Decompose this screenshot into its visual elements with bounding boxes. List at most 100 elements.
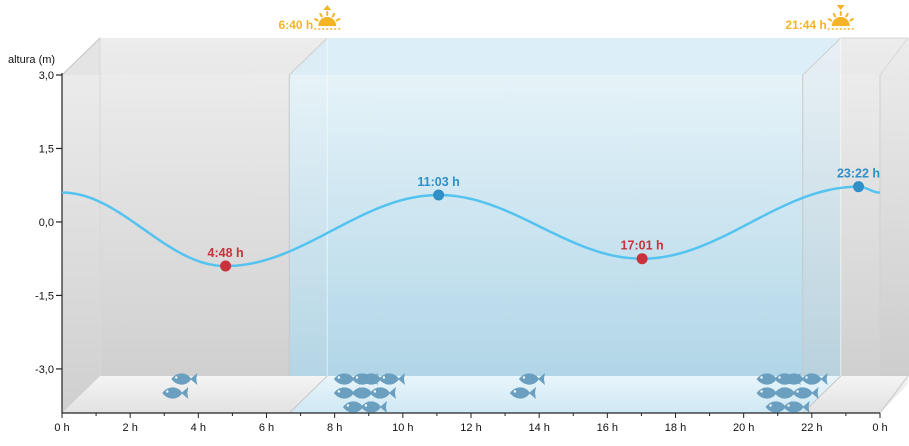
fish-eye <box>760 376 763 379</box>
fish-body <box>369 387 390 399</box>
fish-icon <box>801 373 828 385</box>
fish-body <box>378 373 399 385</box>
fish-body <box>765 401 786 413</box>
fish-tail <box>811 387 819 399</box>
fish-icon <box>509 387 536 399</box>
floor-edge-sunset <box>802 375 842 414</box>
fish-body <box>774 373 795 385</box>
night-band-left <box>62 75 290 413</box>
floor-night-right <box>802 376 908 413</box>
y-axis-label: altura (m) <box>8 54 55 66</box>
sunrise-icon <box>314 5 341 30</box>
floor-day <box>289 376 841 413</box>
left-top-edge <box>61 37 101 76</box>
sun-ray <box>827 18 833 22</box>
fish-eye <box>787 404 790 407</box>
fish-tail <box>775 387 783 399</box>
fish-eye <box>355 376 359 379</box>
fish-body <box>801 373 822 385</box>
x-tick-label: 16 h <box>597 422 618 434</box>
fish-body <box>162 387 183 399</box>
fish-icon <box>518 373 545 385</box>
fish-eye <box>346 404 350 407</box>
fish-icon <box>351 373 378 385</box>
y-tick-label: 0,0 <box>39 217 54 229</box>
x-tick-label: 22 h <box>801 422 822 434</box>
tide-events: 4:48 h 11:03 h 17:01 h 23:22 h <box>208 167 880 272</box>
x-tick-label: 10 h <box>392 422 413 434</box>
x-tick-label: 0 h <box>54 422 69 434</box>
fish-icon <box>792 387 819 399</box>
fish-tail <box>379 401 387 413</box>
down-arrow <box>836 5 845 10</box>
sun-disc <box>318 17 337 26</box>
fish-tail <box>397 373 405 385</box>
sun-disc <box>831 17 850 26</box>
fish-icon <box>360 401 387 413</box>
fish-tail <box>388 387 396 399</box>
fish-eye <box>373 390 377 393</box>
sun-ray <box>331 12 336 18</box>
high-tide-label: 23:22 h <box>837 167 880 181</box>
x-tick-label: 4 h <box>191 422 206 434</box>
sun-ray <box>335 18 341 22</box>
fish-eye <box>175 376 178 379</box>
low-tide-label: 17:01 h <box>621 239 664 253</box>
fish-eye <box>796 390 799 393</box>
sun-ray <box>314 18 319 22</box>
fish-icon <box>756 387 783 399</box>
right-top-edge <box>879 37 909 76</box>
fish-icon <box>333 387 360 399</box>
fish-icon <box>162 387 189 399</box>
low-tide-marker <box>220 260 232 272</box>
day-top <box>289 38 841 75</box>
day-edge-tl <box>288 37 328 76</box>
fish-body <box>360 401 381 413</box>
fish-body <box>509 387 530 399</box>
fish-body <box>342 401 363 413</box>
x-tick-label: 20 h <box>733 422 754 434</box>
fish-icon <box>171 373 198 385</box>
background-bands <box>61 36 909 415</box>
day-band <box>289 75 803 413</box>
fish-body <box>333 373 354 385</box>
fish-tail <box>528 387 536 399</box>
sunrise-label: 6:40 h <box>279 18 314 32</box>
fish-eye <box>522 376 526 379</box>
low-tide-marker <box>636 253 648 265</box>
y-tick-label: -3,0 <box>35 364 54 376</box>
fish-eye <box>760 390 763 393</box>
x-tick-label: 0 h <box>872 422 887 434</box>
fish-eye <box>513 390 517 393</box>
fish-activity <box>162 373 828 413</box>
high-tide-marker <box>853 181 865 193</box>
x-tick-label: 12 h <box>460 422 481 434</box>
sun-ray <box>832 12 837 18</box>
y-tick-label: 1,5 <box>39 143 54 155</box>
axes: 3,0 1,5 0,0 -1,5 -3,0 0 h 2 h 4 h 6 h 8 h 10 h 12 h… <box>35 70 888 434</box>
fish-icon <box>369 387 396 399</box>
high-tide-marker <box>433 189 445 201</box>
fish-tail <box>802 401 810 413</box>
floor-edge-right <box>879 375 909 414</box>
fish-icon <box>378 373 405 385</box>
fish-body <box>756 387 777 399</box>
fish-body <box>171 373 192 385</box>
low-tide-label: 4:48 h <box>208 246 244 260</box>
fish-body <box>518 373 539 385</box>
fish-tail <box>190 373 198 385</box>
fish-tail <box>370 373 378 385</box>
floor-edge-sunrise <box>288 375 328 414</box>
sunset-icon <box>827 5 854 30</box>
x-tick-label: 8 h <box>327 422 342 434</box>
sun-ray <box>845 12 849 18</box>
fish-body <box>792 387 813 399</box>
x-tick-label: 2 h <box>123 422 138 434</box>
fish-icon <box>783 401 810 413</box>
x-tick-label: 18 h <box>665 422 686 434</box>
fish-body <box>351 373 372 385</box>
y-tick-label: -1,5 <box>35 290 54 302</box>
floor-night-left <box>62 376 328 413</box>
fish-eye <box>769 404 772 407</box>
